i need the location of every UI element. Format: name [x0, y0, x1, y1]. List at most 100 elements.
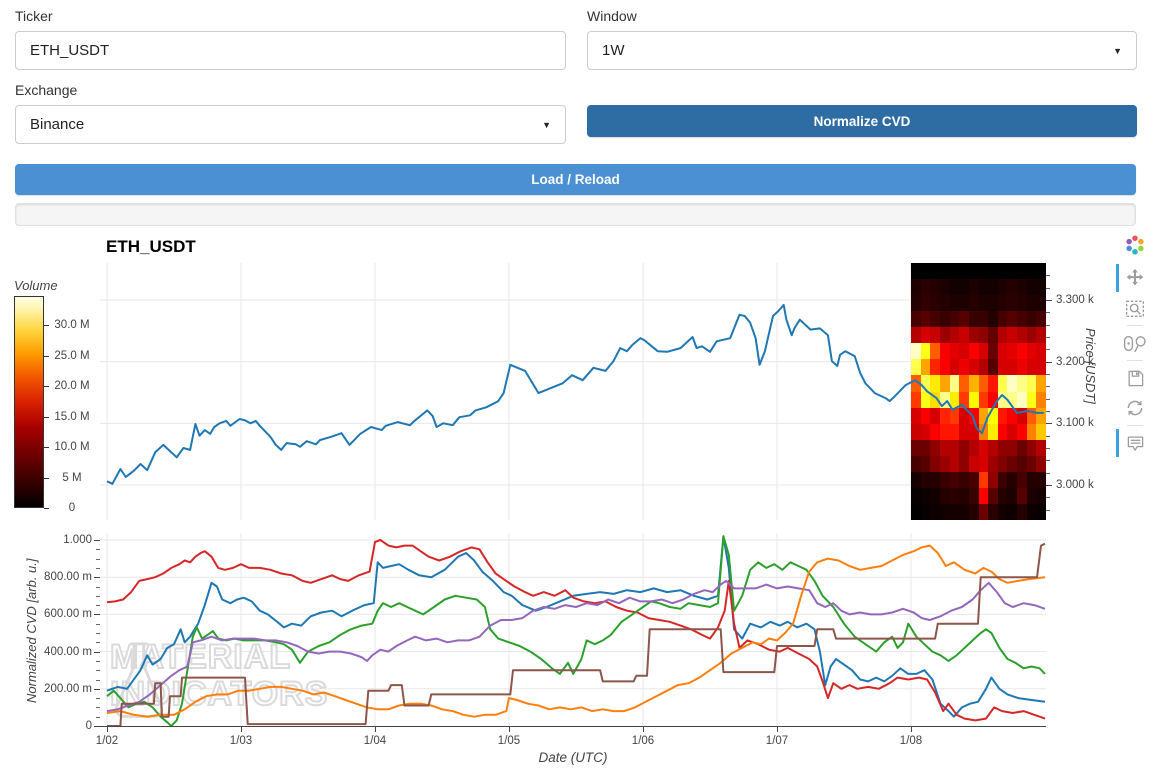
heatmap-cell	[920, 407, 931, 425]
colorbar-tick-label: 10.0 M	[54, 441, 90, 453]
heatmap-cell	[930, 263, 941, 280]
window-select[interactable]: 1W ▼	[587, 31, 1137, 70]
heatmap-cell	[949, 407, 960, 425]
heatmap-cell	[988, 455, 999, 473]
modebar-divider	[1127, 325, 1143, 326]
ticker-field: Ticker	[15, 8, 566, 70]
heatmap-cell	[997, 407, 1008, 425]
heatmap-cell	[949, 359, 960, 376]
box-zoom-icon[interactable]	[1122, 296, 1148, 320]
heatmap-cell	[920, 391, 931, 409]
cvd-minor-tick	[96, 567, 100, 569]
heatmap-cell	[930, 391, 941, 409]
heatmap-cell	[997, 359, 1008, 376]
cvd-minor-tick	[96, 660, 100, 662]
heatmap-cell	[939, 263, 951, 280]
plotly-logo-icon[interactable]	[1122, 233, 1148, 257]
heatmap-cell	[949, 327, 960, 344]
price-minor-tick	[1046, 509, 1050, 511]
heatmap-cell	[1007, 391, 1018, 409]
select-tools-glyph	[1123, 335, 1146, 352]
normalize-cvd-button[interactable]: Normalize CVD	[587, 105, 1137, 137]
heatmap-cell	[959, 487, 970, 505]
colorbar-title: Volume	[14, 278, 58, 293]
heatmap-cell	[959, 407, 970, 425]
heatmap-cell	[968, 375, 979, 392]
heatmap-cell	[978, 455, 989, 473]
ticker-input[interactable]	[15, 31, 566, 70]
reset-axes-icon[interactable]	[1122, 396, 1148, 420]
price-plot-area[interactable]	[100, 263, 1047, 521]
heatmap-cell	[939, 327, 951, 344]
x-tick-label: 1/08	[899, 735, 923, 747]
heatmap-cell	[988, 327, 999, 344]
heatmap-cell	[911, 263, 922, 280]
exchange-select[interactable]: Binance ▼	[15, 105, 566, 144]
heatmap-cell	[1036, 375, 1047, 392]
price-minor-tick	[1046, 448, 1050, 449]
heatmap-cell	[968, 263, 979, 280]
colorbar-tick-label: 0	[68, 502, 76, 514]
price-minor-tick	[1046, 398, 1050, 400]
heatmap-cell	[911, 375, 922, 392]
heatmap-cell	[1026, 263, 1037, 280]
heatmap-cell	[949, 503, 960, 521]
heatmap-cell	[920, 343, 931, 360]
heatmap-cell	[939, 487, 951, 505]
toggle-hover-icon[interactable]	[1116, 429, 1148, 457]
heatmap-cell	[939, 279, 951, 296]
heatmap-cell	[997, 503, 1008, 521]
price-minor-tick	[1046, 386, 1050, 388]
heatmap-cell	[959, 375, 970, 392]
tooltip-glyph	[1127, 436, 1143, 451]
x-tick-label: 1/05	[497, 735, 521, 747]
heatmap-cell	[1036, 439, 1047, 457]
heatmap-cell	[911, 439, 922, 457]
heatmap-cell	[911, 487, 922, 505]
colorbar-tick	[44, 508, 49, 509]
cvd-minor-tick	[96, 716, 100, 718]
box-select-lasso-icon[interactable]	[1122, 331, 1148, 355]
ticker-label: Ticker	[15, 8, 53, 24]
colorbar-tick-label: 20.0 M	[54, 380, 90, 392]
heatmap-cell	[1026, 279, 1037, 296]
cvd-tick-label: 800.00 m	[44, 571, 92, 584]
heatmap-cell	[1017, 391, 1028, 409]
price-minor-tick	[1046, 374, 1050, 375]
heatmap-cell	[978, 375, 989, 392]
heatmap-cell	[1036, 487, 1047, 505]
heatmap-cell	[930, 407, 941, 425]
heatmap-cell	[1007, 487, 1018, 505]
heatmap-cell	[1026, 503, 1037, 521]
heatmap-cell	[968, 327, 979, 344]
heatmap-cell	[949, 391, 960, 409]
price-minor-tick	[1046, 337, 1050, 338]
save-snapshot-icon[interactable]	[1122, 366, 1148, 390]
heatmap-cell	[949, 487, 960, 505]
price-minor-tick	[1046, 324, 1050, 326]
colorbar-tick	[44, 416, 49, 418]
heatmap-cell	[939, 311, 951, 328]
heatmap-cell	[1007, 311, 1018, 328]
heatmap-cell	[1036, 327, 1047, 344]
heatmap-cell	[930, 439, 941, 457]
heatmap-cell	[920, 295, 931, 312]
pan-glyph	[1126, 268, 1144, 286]
heatmap-cell	[1026, 423, 1037, 441]
pan-icon[interactable]	[1116, 264, 1148, 292]
heatmap-cell	[930, 423, 941, 441]
heatmap-cell	[1017, 343, 1028, 360]
heatmap-cell	[1007, 263, 1018, 280]
window-label: Window	[587, 8, 637, 24]
heatmap-cell	[997, 375, 1008, 392]
heatmap-cell	[920, 375, 931, 392]
heatmap-cell	[1026, 407, 1037, 425]
heatmap-cell	[939, 407, 951, 425]
heatmap-cell	[911, 391, 922, 409]
load-reload-button[interactable]: Load / Reload	[15, 164, 1136, 195]
window-select-value: 1W	[602, 42, 625, 59]
heatmap-cell	[1017, 471, 1028, 489]
heatmap-cell	[1017, 503, 1028, 521]
heatmap-cell	[939, 423, 951, 441]
cvd-plot-area[interactable]: MATERIAL INDICATORS	[100, 533, 1046, 726]
